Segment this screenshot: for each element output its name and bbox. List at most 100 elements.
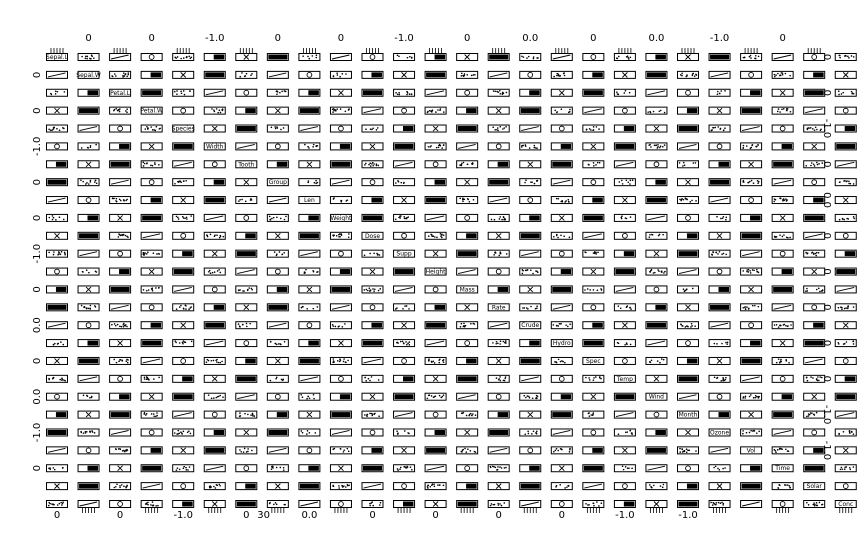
data-point <box>219 484 221 487</box>
panel-frame <box>708 321 731 330</box>
panel-1-15 <box>519 70 542 79</box>
data-point <box>620 216 623 219</box>
data-point-cluster <box>615 143 635 149</box>
data-point <box>502 128 504 130</box>
data-point <box>629 216 632 218</box>
panel-frame <box>803 142 826 151</box>
panel-frame <box>487 249 510 258</box>
data-point <box>150 413 153 415</box>
panel-frame <box>203 124 226 133</box>
data-point <box>363 254 366 257</box>
data-point <box>56 504 59 506</box>
data-point-cluster <box>781 394 793 400</box>
data-point <box>499 466 501 468</box>
panel-15-0 <box>46 321 68 330</box>
panel-0-21 <box>708 53 731 61</box>
data-point <box>495 340 498 343</box>
top-axis-ticks <box>429 48 443 53</box>
panel-frame <box>329 500 352 508</box>
data-point <box>555 448 558 450</box>
data-point <box>779 501 786 507</box>
data-point <box>243 429 250 436</box>
data-point <box>714 126 717 129</box>
top-tick-label: 0 <box>85 33 91 44</box>
panel-13-6 <box>235 285 258 294</box>
panel-frame <box>740 321 763 330</box>
data-point <box>373 413 375 416</box>
data-point <box>239 326 241 328</box>
trend-line <box>79 376 98 382</box>
data-point <box>52 343 55 346</box>
panel-frame <box>203 196 226 205</box>
data-point <box>91 55 93 58</box>
trend-line <box>805 108 823 114</box>
data-point <box>54 393 60 400</box>
panel-frame <box>46 267 68 276</box>
data-point <box>348 233 350 235</box>
panel-24-20 <box>677 482 699 491</box>
panel-frame <box>329 392 352 401</box>
panel-14-8 <box>298 303 321 312</box>
panel-18-8 <box>298 374 321 383</box>
data-point <box>715 251 718 254</box>
data-point <box>682 288 685 290</box>
data-point <box>147 501 149 504</box>
panel-15-11 <box>393 321 416 330</box>
data-point <box>433 362 436 364</box>
panel-22-6 <box>235 446 258 455</box>
panel-frame <box>235 213 258 222</box>
data-point <box>252 415 254 417</box>
panel-frame <box>77 53 100 61</box>
data-point-cluster <box>655 179 666 185</box>
panel-frame <box>582 464 605 473</box>
panel-frame <box>361 88 384 97</box>
panel-frame <box>172 160 195 169</box>
data-point <box>339 358 341 360</box>
panel-6-25 <box>834 160 857 169</box>
panel-frame <box>708 428 731 437</box>
panel-20-16 <box>550 410 573 419</box>
trend-line <box>426 465 445 471</box>
panel-0-22 <box>740 53 763 61</box>
panel-3-6 <box>235 106 258 115</box>
bottom-axis-ticks <box>145 508 159 513</box>
panel-frame <box>645 249 668 258</box>
panel-9-24 <box>803 213 826 222</box>
data-point <box>657 143 659 146</box>
data-point <box>127 73 130 76</box>
data-point <box>848 431 851 434</box>
data-point-cluster <box>173 394 193 400</box>
data-point-cluster <box>592 72 603 78</box>
panel-frame <box>140 446 163 455</box>
data-point <box>378 254 381 256</box>
panel-frame <box>550 267 573 276</box>
panel-5-16 <box>550 142 573 151</box>
panel-20-23 <box>771 410 794 419</box>
panel-frame <box>803 482 826 491</box>
panel-frame <box>298 356 321 365</box>
data-point <box>115 485 117 488</box>
data-point <box>777 487 779 489</box>
panel-17-13 <box>456 356 479 365</box>
data-point <box>684 289 687 292</box>
data-point <box>681 448 683 450</box>
data-point <box>685 179 691 185</box>
panel-frame <box>677 160 699 169</box>
data-point <box>622 322 628 329</box>
trend-line <box>174 287 192 292</box>
data-point <box>216 484 219 487</box>
panel-frame <box>803 213 826 222</box>
panel-24-3 <box>140 482 163 491</box>
panel-frame <box>77 142 100 151</box>
panel-frame <box>266 213 289 222</box>
data-point <box>781 108 783 111</box>
data-point <box>722 129 725 132</box>
data-point <box>84 432 87 434</box>
data-point-cluster <box>142 90 162 96</box>
panel-frame <box>613 88 636 97</box>
data-point <box>369 393 376 400</box>
data-point <box>713 502 715 505</box>
data-point <box>534 307 537 310</box>
panel-5-19 <box>645 142 668 151</box>
data-point <box>306 433 308 435</box>
